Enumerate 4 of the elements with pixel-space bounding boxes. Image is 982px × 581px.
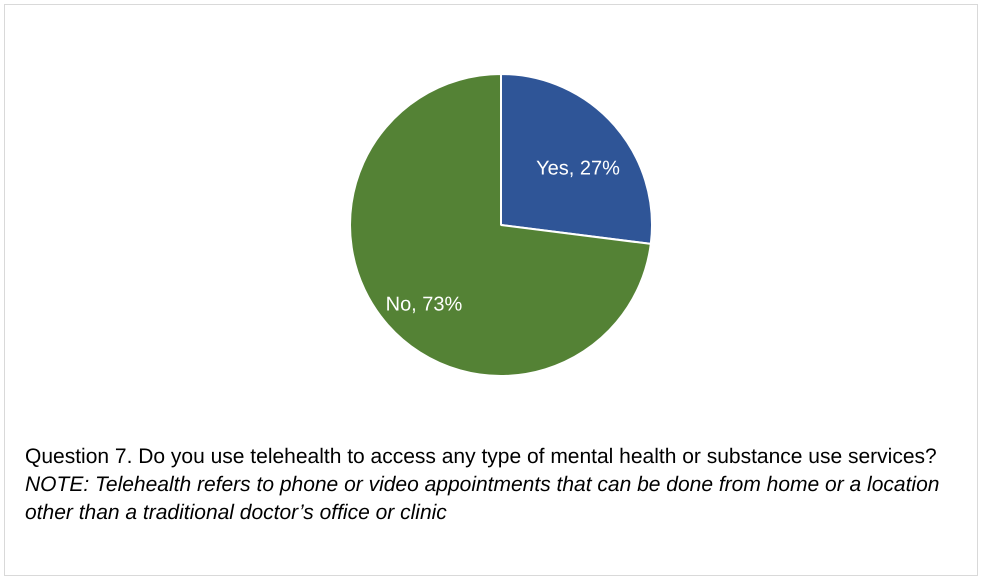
slice-label: Yes, 27%: [536, 158, 620, 180]
text: NOTE: Telehealth refers to phone or video appointments that can be done from home or a location other than a traditional doctor’s office or clinic: [25, 472, 940, 526]
slice-label: No, 73%: [386, 293, 463, 316]
text: Question 7. Do you use telehealth to access any type of mental health or substance use services?: [25, 444, 938, 470]
